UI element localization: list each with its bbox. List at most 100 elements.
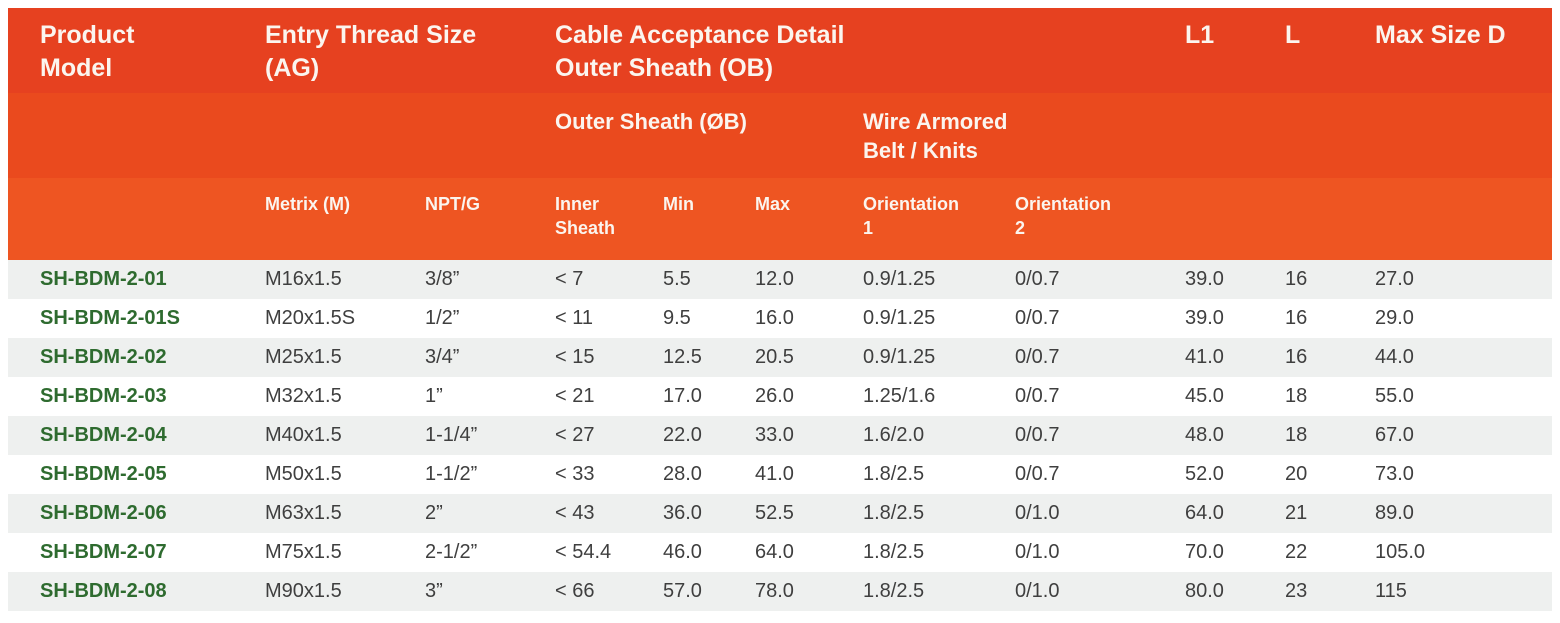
cell-l: 23 (1285, 580, 1308, 602)
cell-orientation-1: 1.6/2.0 (863, 424, 925, 446)
header-npt-g: NPT/G (425, 194, 481, 214)
table-row: SH-BDM-2-04 M40x1.5 1-1/4” < 27 22.0 33.… (8, 416, 1552, 455)
cell-max-size-d: 89.0 (1375, 502, 1414, 524)
cell-max: 26.0 (755, 385, 794, 407)
cell-inner-sheath: < 33 (555, 463, 595, 485)
cell-metrix: M20x1.5S (265, 307, 356, 329)
cell-l: 16 (1285, 346, 1308, 368)
cell-npt-g: 2” (425, 502, 443, 524)
cell-max: 64.0 (755, 541, 794, 563)
table-row: SH-BDM-2-01 M16x1.5 3/8” < 7 5.5 12.0 0.… (8, 260, 1552, 299)
product-spec-table: Product Model Entry Thread Size (AG) Cab… (8, 8, 1552, 611)
table-row: SH-BDM-2-05 M50x1.5 1-1/2” < 33 28.0 41.… (8, 455, 1552, 494)
cell-max: 78.0 (755, 580, 794, 602)
cell-orientation-2: 0/1.0 (1015, 502, 1060, 524)
cell-npt-g: 1-1/4” (425, 424, 478, 446)
cell-inner-sheath: < 54.4 (555, 541, 612, 563)
cell-max-size-d: 73.0 (1375, 463, 1414, 485)
cell-min: 46.0 (663, 541, 702, 563)
cell-inner-sheath: < 43 (555, 502, 595, 524)
cell-metrix: M40x1.5 (265, 424, 342, 446)
cell-product-model[interactable]: SH-BDM-2-06 (40, 502, 167, 524)
cell-min: 36.0 (663, 502, 702, 524)
cell-max: 41.0 (755, 463, 794, 485)
cell-product-model[interactable]: SH-BDM-2-08 (40, 580, 167, 602)
cell-metrix: M50x1.5 (265, 463, 342, 485)
header-spacer (1185, 178, 1552, 260)
cell-npt-g: 1-1/2” (425, 463, 478, 485)
cell-min: 22.0 (663, 424, 702, 446)
cell-min: 28.0 (663, 463, 702, 485)
cell-product-model[interactable]: SH-BDM-2-04 (40, 424, 167, 446)
cell-max-size-d: 29.0 (1375, 307, 1414, 329)
cell-l: 21 (1285, 502, 1308, 524)
table-row: SH-BDM-2-07 M75x1.5 2-1/2” < 54.4 46.0 6… (8, 533, 1552, 572)
cell-max: 20.5 (755, 346, 794, 368)
header-outer-sheath: Outer Sheath (ØB) (555, 109, 747, 134)
header-cable-acceptance: Cable Acceptance Detail Outer Sheath (OB… (555, 21, 845, 82)
header-orientation-2: Orientation 2 (1015, 194, 1112, 238)
cell-l: 18 (1285, 424, 1308, 446)
cell-product-model[interactable]: SH-BDM-2-05 (40, 463, 167, 485)
cell-inner-sheath: < 7 (555, 268, 584, 290)
cell-l1: 45.0 (1185, 385, 1224, 407)
cell-l1: 39.0 (1185, 268, 1224, 290)
header-spacer (8, 178, 265, 260)
cell-npt-g: 3/4” (425, 346, 460, 368)
header-max-size-d: Max Size D (1375, 21, 1506, 49)
cell-l: 16 (1285, 307, 1308, 329)
cell-l1: 70.0 (1185, 541, 1224, 563)
cell-product-model[interactable]: SH-BDM-2-01 (40, 268, 167, 290)
header-band-3: Metrix (M) NPT/G Inner Sheath Min Max Or… (8, 178, 1552, 260)
cell-inner-sheath: < 66 (555, 580, 595, 602)
cell-product-model[interactable]: SH-BDM-2-02 (40, 346, 167, 368)
cell-orientation-2: 0/1.0 (1015, 580, 1060, 602)
cell-orientation-1: 1.8/2.5 (863, 502, 925, 524)
cell-orientation-2: 0/0.7 (1015, 385, 1060, 407)
cell-max-size-d: 105.0 (1375, 541, 1426, 563)
header-spacer (8, 93, 555, 178)
cell-l: 16 (1285, 268, 1308, 290)
cell-max-size-d: 67.0 (1375, 424, 1414, 446)
cell-l1: 80.0 (1185, 580, 1224, 602)
cell-inner-sheath: < 27 (555, 424, 595, 446)
cell-inner-sheath: < 15 (555, 346, 595, 368)
header-max: Max (755, 194, 791, 214)
cell-orientation-2: 0/0.7 (1015, 307, 1060, 329)
cell-max: 12.0 (755, 268, 794, 290)
cell-l: 22 (1285, 541, 1308, 563)
cell-min: 5.5 (663, 268, 691, 290)
cell-metrix: M25x1.5 (265, 346, 342, 368)
cell-product-model[interactable]: SH-BDM-2-03 (40, 385, 167, 407)
cell-npt-g: 3” (425, 580, 443, 602)
cell-orientation-2: 0/0.7 (1015, 463, 1060, 485)
cell-l1: 41.0 (1185, 346, 1224, 368)
cell-inner-sheath: < 21 (555, 385, 595, 407)
cell-product-model[interactable]: SH-BDM-2-07 (40, 541, 167, 563)
cell-max: 52.5 (755, 502, 794, 524)
table-row: SH-BDM-2-06 M63x1.5 2” < 43 36.0 52.5 1.… (8, 494, 1552, 533)
header-l: L (1285, 21, 1301, 49)
cell-min: 12.5 (663, 346, 702, 368)
cell-orientation-1: 1.25/1.6 (863, 385, 936, 407)
header-entry-thread-size: Entry Thread Size (AG) (265, 21, 477, 82)
header-metrix: Metrix (M) (265, 194, 350, 214)
cell-metrix: M63x1.5 (265, 502, 342, 524)
header-min: Min (663, 194, 694, 214)
table-row: SH-BDM-2-02 M25x1.5 3/4” < 15 12.5 20.5 … (8, 338, 1552, 377)
cell-l: 18 (1285, 385, 1308, 407)
table-row: SH-BDM-2-03 M32x1.5 1” < 21 17.0 26.0 1.… (8, 377, 1552, 416)
cell-max: 16.0 (755, 307, 794, 329)
cell-orientation-1: 0.9/1.25 (863, 268, 936, 290)
header-band-2: Outer Sheath (ØB) Wire Armored Belt / Kn… (8, 93, 1552, 178)
cell-orientation-1: 1.8/2.5 (863, 580, 925, 602)
cell-orientation-1: 0.9/1.25 (863, 307, 936, 329)
cell-l1: 64.0 (1185, 502, 1224, 524)
cell-l1: 48.0 (1185, 424, 1224, 446)
cell-npt-g: 1” (425, 385, 443, 407)
cell-product-model[interactable]: SH-BDM-2-01S (40, 307, 181, 329)
cell-l1: 52.0 (1185, 463, 1224, 485)
cell-orientation-1: 1.8/2.5 (863, 463, 925, 485)
header-band-1: Product Model Entry Thread Size (AG) Cab… (8, 8, 1552, 93)
header-orientation-1: Orientation 1 (863, 194, 960, 238)
